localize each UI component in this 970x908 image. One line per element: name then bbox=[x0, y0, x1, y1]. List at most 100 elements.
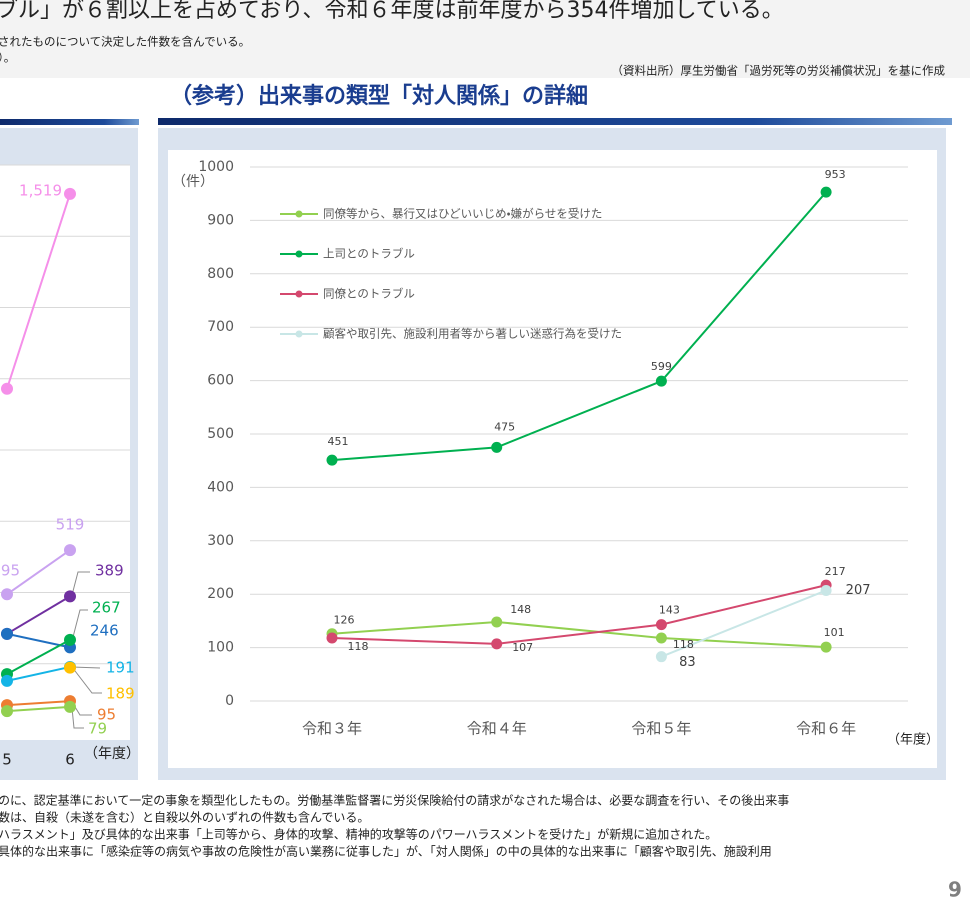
data-label: 101 bbox=[824, 626, 845, 639]
data-point bbox=[1, 627, 13, 640]
header-band bbox=[0, 0, 970, 78]
footnote: ハラスメント」及び具体的な出来事「上司等から、身体的攻撃、精神的攻撃等のパワーハ… bbox=[0, 827, 717, 842]
data-point bbox=[655, 375, 667, 387]
x-tick-label: 令和５年 bbox=[631, 720, 691, 738]
data-label: 95 bbox=[97, 706, 116, 724]
footnote: 具体的な出来事に「感染症等の病気や事故の危険性が高い業務に従事した」が、「対人関… bbox=[0, 844, 772, 859]
data-point bbox=[491, 638, 503, 650]
plot-area bbox=[0, 165, 130, 740]
plot-area bbox=[168, 150, 937, 768]
source-note: （資料出所）厚生労働省「過労死等の労災補償状況」を基に作成 bbox=[612, 64, 946, 78]
data-point bbox=[655, 619, 667, 631]
data-point bbox=[64, 633, 76, 646]
data-label: 451 bbox=[328, 435, 349, 448]
x-tick-label: 令和６年 bbox=[796, 720, 856, 738]
data-point bbox=[820, 641, 832, 653]
footnote: のに、認定基準において一定の事象を類型化したもの。労働基準監督署に労災保険給付の… bbox=[0, 793, 789, 808]
data-point bbox=[491, 441, 503, 453]
data-point bbox=[491, 616, 503, 628]
legend-marker bbox=[295, 250, 303, 258]
data-point bbox=[64, 187, 76, 200]
y-tick-label: 800 bbox=[207, 266, 234, 282]
x-tick-label: 令和３年 bbox=[302, 720, 362, 738]
section-rule bbox=[0, 119, 139, 125]
data-label: 395 bbox=[0, 562, 20, 580]
data-point bbox=[64, 590, 76, 603]
data-label: 207 bbox=[846, 583, 871, 598]
header-note: されたものについて決定した件数を含んでいる。 bbox=[0, 35, 250, 49]
data-point bbox=[1, 705, 13, 718]
data-label: 118 bbox=[673, 638, 694, 651]
data-point bbox=[655, 632, 667, 644]
legend-marker bbox=[295, 210, 303, 218]
series-line bbox=[6, 193, 71, 390]
x-axis-label: （年度） bbox=[887, 732, 939, 748]
data-label: 126 bbox=[334, 614, 355, 627]
data-label: 389 bbox=[95, 562, 124, 580]
data-label: 148 bbox=[510, 603, 531, 616]
y-tick-label: 900 bbox=[207, 212, 234, 228]
x-tick-label: 6 bbox=[65, 751, 75, 769]
page-number: 9 bbox=[948, 878, 962, 902]
data-point bbox=[64, 544, 76, 557]
series-line bbox=[6, 700, 71, 707]
y-tick-label: 500 bbox=[207, 426, 234, 442]
legend-label: 顧客や取引先、施設利用者等から著しい迷惑行為を受けた bbox=[323, 327, 622, 341]
header-title: ブル」が６割以上を占めており、令和６年度は前年度から354件増加している。 bbox=[0, 0, 784, 23]
data-label: 519 bbox=[56, 516, 85, 534]
y-tick-label: 700 bbox=[207, 319, 234, 335]
data-label: 953 bbox=[825, 168, 846, 181]
data-point bbox=[64, 661, 76, 674]
series-line bbox=[331, 620, 827, 649]
footnote: 数は、自殺（未遂を含む）と自殺以外のいずれの件数も含んでいる。 bbox=[0, 810, 369, 825]
data-point bbox=[1, 382, 13, 395]
legend-label: 同僚とのトラブル bbox=[323, 287, 415, 301]
legend-label: 同僚等から、暴行又はひどいいじめ・嫌がらせを受けた bbox=[323, 207, 602, 221]
x-tick-label: 令和４年 bbox=[467, 720, 527, 738]
data-point bbox=[64, 700, 76, 713]
x-tick-label: 5 bbox=[2, 751, 12, 769]
data-label: 83 bbox=[679, 655, 696, 670]
series-line bbox=[6, 705, 71, 713]
data-point bbox=[1, 588, 13, 601]
y-tick-label: 300 bbox=[207, 533, 234, 549]
section-rule bbox=[158, 118, 952, 125]
series-line bbox=[6, 665, 71, 682]
series-line bbox=[6, 595, 71, 635]
legend-marker bbox=[295, 330, 303, 338]
y-tick-label: 400 bbox=[207, 479, 234, 495]
series-line bbox=[661, 589, 827, 658]
data-label: 217 bbox=[825, 565, 846, 578]
series-line bbox=[6, 549, 71, 596]
y-tick-label: 200 bbox=[207, 586, 234, 602]
data-point bbox=[326, 632, 338, 644]
legend-marker bbox=[295, 290, 303, 298]
data-label: 267 bbox=[92, 599, 121, 617]
data-point bbox=[655, 651, 667, 663]
y-axis-label: （件） bbox=[172, 174, 214, 190]
data-point bbox=[820, 186, 832, 198]
data-label: 118 bbox=[348, 640, 369, 653]
data-label: 79 bbox=[88, 720, 107, 738]
data-point bbox=[1, 674, 13, 687]
data-label: 246 bbox=[90, 622, 119, 640]
data-point bbox=[820, 584, 832, 596]
footnotes: のに、認定基準において一定の事象を類型化したもの。労働基準監督署に労災保険給付の… bbox=[0, 793, 789, 859]
right-chart: 0 100 200 300 400 500 600 700 800 900 1000（件） 令和３年 令… bbox=[172, 159, 939, 748]
data-label: 475 bbox=[494, 420, 515, 433]
data-label: 143 bbox=[659, 604, 680, 617]
data-label: 599 bbox=[651, 360, 672, 373]
x-axis-label: （年度） bbox=[84, 746, 140, 762]
legend-label: 上司とのトラブル bbox=[323, 247, 415, 261]
data-label: 189 bbox=[106, 685, 135, 703]
data-label: 191 bbox=[106, 659, 135, 677]
chart-title: （参考）出来事の類型「対人関係」の詳細 bbox=[170, 83, 588, 109]
data-label: 107 bbox=[512, 641, 533, 654]
y-tick-label: 1000 bbox=[198, 159, 234, 175]
series-line bbox=[331, 584, 827, 645]
y-tick-label: 0 bbox=[225, 693, 234, 709]
y-tick-label: 100 bbox=[207, 640, 234, 656]
data-label: 1,519 bbox=[19, 182, 62, 200]
